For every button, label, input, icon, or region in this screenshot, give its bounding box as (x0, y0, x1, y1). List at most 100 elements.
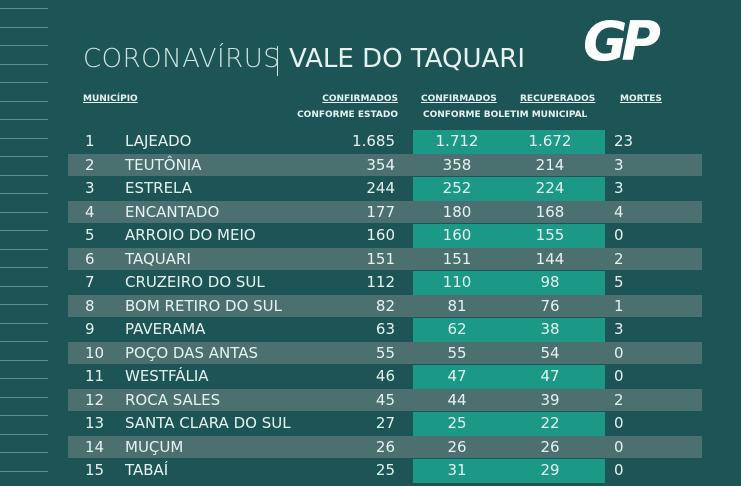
decoration (0, 156, 48, 157)
row-number: 10 (85, 343, 105, 362)
confirmed-municipal: 47 (447, 367, 467, 385)
municipality: ROCA SALES (125, 390, 221, 409)
column-highlight (413, 130, 605, 154)
confirmed-municipal: 44 (447, 390, 467, 409)
row-band (68, 341, 702, 364)
confirmed-state: 63 (375, 320, 395, 338)
column-header: RECUPERADOS (520, 94, 596, 104)
confirmed-municipal: 160 (442, 226, 472, 244)
municipality: ESTRELA (125, 179, 193, 197)
deaths: 0 (614, 226, 624, 244)
recovered: 22 (540, 414, 560, 432)
deaths: 3 (614, 155, 624, 174)
municipality: BOM RETIRO DO SUL (125, 296, 283, 315)
decoration (0, 322, 48, 324)
deaths: 0 (614, 343, 624, 362)
recovered: 1.672 (528, 132, 572, 150)
municipality: TABAÍ (125, 461, 169, 479)
confirmed-state: 1.685 (352, 132, 395, 150)
row-number: 15 (85, 461, 105, 479)
confirmed-municipal: 25 (447, 414, 467, 432)
deaths: 23 (614, 132, 634, 150)
decoration (0, 211, 48, 213)
column-header: MUNICÍPIO (83, 94, 138, 104)
recovered: 39 (540, 390, 560, 409)
decoration (0, 470, 48, 472)
row-number: 4 (85, 202, 95, 221)
column-highlight (413, 177, 605, 201)
deaths: 3 (614, 179, 624, 197)
confirmed-municipal: 26 (447, 437, 467, 456)
divider (277, 46, 278, 76)
row-number: 5 (85, 226, 95, 244)
recovered: 29 (540, 461, 560, 479)
municipality: TEUTÔNIA (125, 155, 202, 174)
decoration (0, 267, 48, 268)
decoration (0, 193, 48, 194)
recovered: 214 (535, 155, 565, 174)
row-number: 9 (85, 320, 95, 338)
decoration (0, 174, 48, 176)
confirmed-state: 244 (366, 179, 395, 197)
decoration (0, 433, 48, 435)
municipality: CRUZEIRO DO SUL (125, 273, 265, 291)
column-header: CONFIRMADOS (421, 94, 497, 104)
decoration (0, 137, 48, 139)
recovered: 144 (535, 249, 565, 268)
decoration (0, 248, 48, 250)
decoration (0, 452, 48, 453)
municipality: PAVERAMA (125, 320, 206, 338)
row-number: 1 (85, 132, 95, 150)
recovered: 38 (540, 320, 560, 338)
recovered: 98 (540, 273, 560, 291)
column-header: MORTES (620, 94, 662, 104)
row-band (68, 435, 702, 458)
confirmed-state: 45 (375, 390, 395, 409)
row-number: 8 (85, 296, 95, 315)
deaths: 0 (614, 414, 624, 432)
deaths: 0 (614, 437, 624, 456)
deaths: 1 (614, 296, 624, 315)
deaths: 2 (614, 390, 624, 409)
row-band (68, 388, 702, 411)
decoration (0, 8, 48, 9)
row-number: 3 (85, 179, 95, 197)
confirmed-municipal: 180 (442, 202, 472, 221)
confirmed-state: 82 (375, 296, 395, 315)
decoration (0, 63, 48, 65)
decoration (0, 341, 48, 342)
row-number: 14 (85, 437, 105, 456)
decoration (0, 82, 48, 83)
row-number: 12 (85, 390, 105, 409)
confirmed-municipal: 358 (442, 155, 472, 174)
row-number: 6 (85, 249, 95, 268)
column-highlight (413, 365, 605, 389)
decoration (0, 359, 48, 361)
confirmed-municipal: 81 (447, 296, 467, 315)
confirmed-municipal: 55 (447, 343, 467, 362)
confirmed-municipal: 31 (447, 461, 467, 479)
title: CORONAVÍRUS (83, 44, 281, 74)
municipality: TAQUARI (125, 249, 191, 268)
deaths: 3 (614, 320, 624, 338)
municipality: ARROIO DO MEIO (125, 226, 256, 244)
confirmed-municipal: 62 (447, 320, 467, 338)
recovered: 224 (535, 179, 565, 197)
decoration (0, 396, 48, 398)
municipality: MUÇUM (125, 437, 184, 456)
column-header: CONFORME ESTADO (297, 110, 398, 120)
municipality: WESTFÁLIA (125, 367, 209, 385)
confirmed-state: 26 (375, 437, 395, 456)
column-header: CONFORME BOLETIM MUNICIPAL (423, 110, 588, 120)
municipality: ENCANTADO (125, 202, 220, 221)
decoration (0, 119, 48, 120)
confirmed-municipal: 151 (442, 249, 472, 268)
confirmed-state: 112 (366, 273, 395, 291)
deaths: 0 (614, 367, 624, 385)
confirmed-state: 55 (375, 343, 395, 362)
confirmed-municipal: 252 (442, 179, 472, 197)
deaths: 2 (614, 249, 624, 268)
recovered: 168 (535, 202, 565, 221)
confirmed-state: 177 (366, 202, 395, 221)
